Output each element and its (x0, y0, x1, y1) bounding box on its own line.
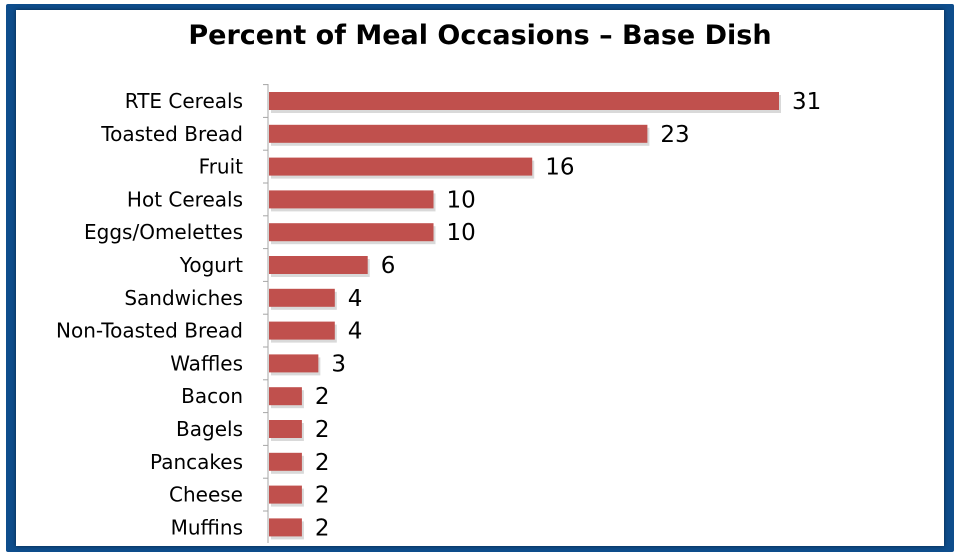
category-label: Waffles (170, 351, 243, 375)
data-label: 4 (348, 286, 363, 312)
category-label: Non-Toasted Bread (56, 319, 243, 343)
data-label: 4 (348, 319, 363, 345)
category-label: Eggs/Omelettes (84, 220, 243, 244)
chart-title: Percent of Meal Occasions – Base Dish (188, 20, 772, 51)
data-label: 2 (315, 483, 330, 509)
data-label: 16 (545, 155, 574, 181)
bar (269, 321, 335, 340)
category-label: Sandwiches (124, 286, 243, 310)
category-label: Cheese (169, 483, 243, 507)
category-label: RTE Cereals (125, 89, 243, 113)
bar (269, 288, 335, 307)
bar (269, 518, 302, 537)
category-label: Fruit (199, 155, 244, 179)
bar (269, 223, 434, 242)
data-label: 31 (792, 89, 821, 115)
bar (269, 256, 368, 274)
category-label: Muffins (171, 515, 243, 539)
bar (269, 157, 533, 176)
data-label: 2 (315, 384, 330, 410)
data-label: 10 (447, 220, 476, 246)
bar (269, 387, 302, 406)
data-label: 2 (315, 417, 330, 443)
bar (269, 92, 779, 110)
bar (269, 124, 648, 143)
category-label: Bagels (176, 417, 243, 441)
category-label: Pancakes (150, 450, 243, 474)
bar (269, 354, 319, 373)
bar (269, 420, 302, 438)
bar (269, 190, 434, 209)
data-label: 6 (381, 253, 396, 279)
bar (269, 452, 302, 471)
data-label: 3 (331, 351, 346, 377)
data-label: 10 (447, 187, 476, 213)
data-label: 2 (315, 450, 330, 476)
bar (269, 485, 302, 504)
category-label: Toasted Bread (100, 122, 243, 146)
data-label: 2 (315, 515, 330, 541)
category-label: Yogurt (179, 253, 243, 277)
category-label: Hot Cereals (127, 187, 243, 211)
category-label: Bacon (181, 384, 243, 408)
data-label: 23 (660, 122, 689, 148)
